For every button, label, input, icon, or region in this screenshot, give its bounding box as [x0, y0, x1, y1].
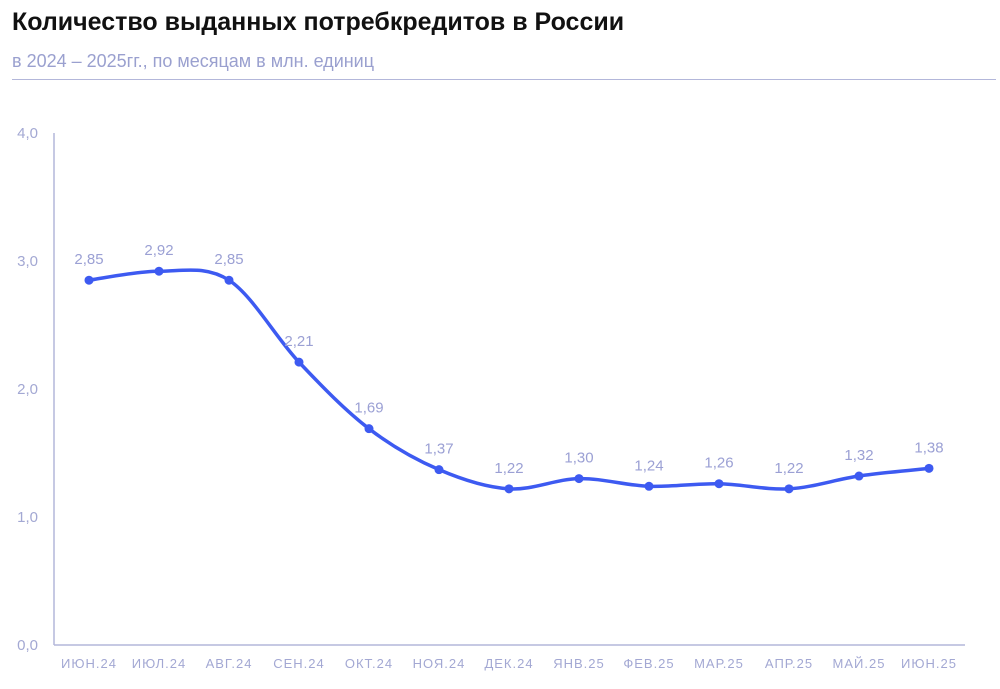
x-tick-label: АПР.25 [765, 656, 813, 671]
data-point [364, 424, 374, 434]
data-point [784, 484, 794, 494]
y-tick-label: 1,0 [17, 509, 38, 526]
chart-subtitle: в 2024 – 2025гг., по месяцам в млн. един… [12, 51, 375, 71]
y-tick-label: 4,0 [17, 125, 38, 142]
data-label: 2,21 [284, 333, 313, 350]
y-tick-label: 3,0 [17, 253, 38, 270]
data-point [924, 463, 934, 473]
x-tick-label: ФЕВ.25 [623, 656, 674, 671]
data-label: 1,22 [494, 460, 523, 477]
chart-title: Количество выданных потребкредитов в Рос… [12, 8, 625, 36]
data-label: 1,24 [634, 457, 663, 474]
data-label: 1,38 [914, 439, 943, 456]
x-tick-label: ДЕК.24 [484, 656, 533, 671]
data-point [714, 479, 724, 489]
x-tick-label: ИЮН.24 [61, 656, 117, 671]
x-tick-label: ОКТ.24 [345, 656, 393, 671]
x-tick-label: МАР.25 [694, 656, 744, 671]
header-divider [12, 79, 996, 80]
data-point [504, 484, 514, 494]
x-tick-label: АВГ.24 [206, 656, 253, 671]
x-tick-label: СЕН.24 [273, 656, 325, 671]
data-point [644, 481, 654, 491]
data-label: 1,69 [354, 400, 383, 417]
x-tick-label: МАЙ.25 [833, 656, 886, 671]
series-line [87, 268, 931, 491]
data-label: 1,26 [704, 455, 733, 472]
x-tick-label: ИЮН.25 [901, 656, 957, 671]
y-tick-label: 2,0 [17, 381, 38, 398]
data-point [294, 357, 304, 367]
data-label: 1,32 [844, 447, 873, 464]
x-tick-label: ЯНВ.25 [553, 656, 605, 671]
data-point [574, 474, 584, 484]
data-point [84, 275, 94, 285]
data-label: 1,37 [424, 441, 453, 458]
x-tick-label: ИЮЛ.24 [132, 656, 187, 671]
data-label: 2,92 [144, 242, 173, 259]
x-tick-label: НОЯ.24 [413, 656, 466, 671]
data-label: 1,22 [774, 460, 803, 477]
data-label: 2,85 [74, 251, 103, 268]
data-point [154, 266, 164, 276]
data-label: 2,85 [214, 251, 243, 268]
data-point [224, 275, 234, 285]
data-point [434, 465, 444, 475]
data-label: 1,30 [564, 450, 593, 467]
data-point [854, 471, 864, 481]
y-tick-label: 0,0 [17, 637, 38, 654]
